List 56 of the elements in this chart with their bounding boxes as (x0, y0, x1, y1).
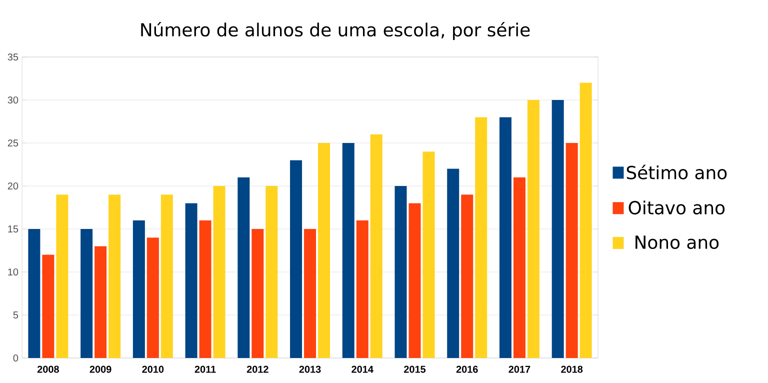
bar (527, 100, 540, 358)
legend-label: Sétimo ano (626, 164, 727, 180)
legend-label: Nono ano (636, 236, 719, 249)
x-tick-label: 2017 (508, 366, 530, 373)
x-tick-label: 2015 (404, 366, 426, 373)
bar (552, 100, 564, 358)
bar (461, 194, 474, 358)
y-tick-label: 0 (13, 354, 18, 362)
bar (42, 254, 54, 358)
bar (94, 246, 107, 358)
x-tick-label: 2009 (90, 366, 112, 373)
y-tick-label: 35 (8, 53, 18, 61)
bar (566, 142, 578, 358)
bar (56, 194, 68, 358)
bar (394, 186, 407, 358)
bar (342, 142, 354, 358)
x-tick-label: 2011 (194, 366, 216, 373)
x-tick-label: 2012 (246, 366, 268, 373)
legend-label: Oitavo ano (628, 200, 725, 214)
bar (580, 82, 592, 358)
bar (356, 220, 368, 358)
y-tick-label: 10 (8, 268, 18, 276)
bar (318, 142, 330, 358)
bar (238, 177, 250, 358)
bar (266, 186, 278, 358)
x-tick-label: 2014 (352, 366, 374, 373)
bar (185, 203, 198, 358)
bar (160, 194, 173, 358)
bar (252, 229, 264, 358)
bar (447, 168, 460, 358)
bar (108, 194, 121, 358)
y-tick-label: 25 (8, 139, 18, 147)
bar (408, 203, 421, 358)
y-tick-label: 15 (8, 226, 18, 232)
bar (28, 229, 40, 358)
y-tick-label: 30 (8, 96, 18, 104)
x-tick-label: 2008 (37, 366, 59, 373)
bar (513, 177, 526, 358)
x-tick-label: 2016 (456, 366, 478, 373)
chart-title: Número de alunos de uma escola, por série (141, 22, 530, 40)
bar (304, 229, 316, 358)
x-tick-label: 2013 (299, 366, 321, 373)
bar (80, 229, 93, 358)
bar (199, 220, 212, 358)
bar (146, 238, 159, 358)
bar (213, 186, 226, 358)
x-tick-label: 2010 (142, 366, 164, 373)
bar (422, 152, 435, 358)
bar (370, 134, 382, 358)
bar (290, 160, 302, 358)
bar (132, 220, 145, 358)
y-tick-label: 5 (13, 312, 18, 318)
y-tick-label: 20 (8, 182, 18, 190)
bar (499, 117, 512, 358)
bar (475, 117, 488, 358)
x-tick-label: 2018 (561, 366, 583, 373)
